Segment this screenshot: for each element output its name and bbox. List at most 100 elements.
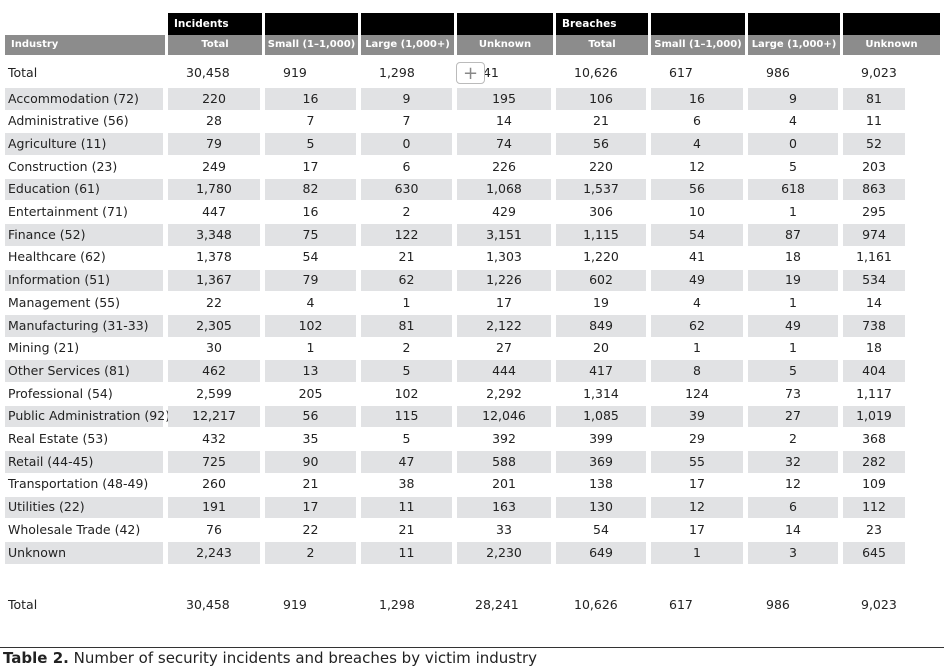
data-cell: 115 <box>361 405 452 428</box>
total-cell: 1,298 <box>379 596 415 612</box>
industry-label: Other Services (81) <box>5 360 163 383</box>
data-cell: 49 <box>651 269 743 292</box>
data-cell: 138 <box>589 476 613 492</box>
data-cell: 191 <box>168 496 260 519</box>
data-cell: 4 <box>693 294 701 310</box>
data-cell: 21 <box>302 476 319 492</box>
data-cell: 9 <box>361 88 452 110</box>
data-cell: 1,780 <box>168 178 260 201</box>
industry-label: Accommodation (72) <box>5 88 163 110</box>
data-cell: 220 <box>168 88 260 110</box>
column-header: Unknown <box>843 35 940 55</box>
data-cell: 18 <box>866 340 882 356</box>
data-cell: 102 <box>394 385 419 401</box>
data-cell: 602 <box>556 269 646 292</box>
column-header: Large (1,000+) <box>361 35 454 55</box>
total-cell: 919 <box>283 596 307 612</box>
data-cell: 6 <box>693 113 701 129</box>
data-cell: 447 <box>202 204 226 220</box>
data-cell: 1,220 <box>583 249 619 265</box>
caption: Table 2. Number of security incidents an… <box>3 649 537 667</box>
data-cell: 52 <box>843 133 905 156</box>
data-cell: 21 <box>398 521 415 537</box>
data-cell: 863 <box>843 178 905 201</box>
caption-rule <box>0 647 944 648</box>
data-cell: 14 <box>866 294 882 310</box>
data-cell: 444 <box>457 360 551 383</box>
total-cell: 617 <box>669 64 693 80</box>
data-cell: 22 <box>206 294 222 310</box>
industry-label: Mining (21) <box>8 340 80 356</box>
data-cell: 462 <box>168 360 260 383</box>
data-cell: 201 <box>492 476 516 492</box>
data-cell: 0 <box>748 133 838 156</box>
data-cell: 16 <box>651 88 743 110</box>
data-cell: 12 <box>785 476 801 492</box>
industry-label: Administrative (56) <box>8 113 129 129</box>
data-cell: 0 <box>361 133 452 156</box>
data-cell: 5 <box>789 158 797 174</box>
data-cell: 8 <box>651 360 743 383</box>
data-cell: 1,378 <box>196 249 232 265</box>
data-cell: 106 <box>556 88 646 110</box>
expand-button[interactable]: + <box>456 62 485 84</box>
data-cell: 73 <box>785 385 801 401</box>
column-header: Industry <box>5 35 165 55</box>
data-cell: 2 <box>265 542 356 564</box>
data-cell: 54 <box>302 249 319 265</box>
industry-label: Transportation (48-49) <box>8 476 149 492</box>
total-cell: Total <box>8 64 38 80</box>
data-cell: 849 <box>556 315 646 337</box>
data-cell: 1,019 <box>843 405 905 428</box>
data-cell: 30 <box>206 340 222 356</box>
data-cell: 1,537 <box>556 178 646 201</box>
data-cell: 16 <box>265 88 356 110</box>
column-header: Unknown <box>457 35 553 55</box>
data-cell: 41 <box>689 249 705 265</box>
data-cell: 76 <box>206 521 222 537</box>
data-cell: 130 <box>556 496 646 519</box>
industry-label: Information (51) <box>5 269 163 292</box>
data-cell: 49 <box>748 315 838 337</box>
data-cell: 21 <box>593 113 609 129</box>
data-cell: 17 <box>302 158 319 174</box>
industry-label: Real Estate (53) <box>8 431 109 447</box>
data-cell: 55 <box>651 451 743 473</box>
total-cell: 9,023 <box>861 64 897 80</box>
caption-text: Number of security incidents and breache… <box>73 649 538 667</box>
data-cell: 9 <box>748 88 838 110</box>
data-cell: 17 <box>265 496 356 519</box>
data-cell: 1,161 <box>856 249 892 265</box>
header-top <box>361 13 454 35</box>
data-cell: 725 <box>168 451 260 473</box>
data-cell: 27 <box>748 405 838 428</box>
data-cell: 738 <box>843 315 905 337</box>
data-cell: 11 <box>866 113 882 129</box>
data-cell: 29 <box>689 431 705 447</box>
data-cell: 1,117 <box>856 385 892 401</box>
data-cell: 38 <box>398 476 415 492</box>
data-cell: 2,599 <box>196 385 232 401</box>
header-top <box>457 13 553 35</box>
data-cell: 54 <box>651 224 743 246</box>
data-cell: 399 <box>589 431 613 447</box>
data-cell: 4 <box>651 133 743 156</box>
data-cell: 79 <box>168 133 260 156</box>
data-cell: 56 <box>651 178 743 201</box>
data-cell: 1 <box>789 204 797 220</box>
data-cell: 1 <box>306 340 315 356</box>
total-cell: 986 <box>766 64 790 80</box>
data-cell: 220 <box>589 158 613 174</box>
data-cell: 33 <box>496 521 512 537</box>
data-cell: 6 <box>402 158 411 174</box>
data-cell: 1,085 <box>556 405 646 428</box>
total-cell: 9,023 <box>861 596 897 612</box>
data-cell: 56 <box>265 405 356 428</box>
data-cell: 368 <box>862 431 886 447</box>
data-cell: 122 <box>361 224 452 246</box>
data-cell: 18 <box>785 249 801 265</box>
industry-label: Finance (52) <box>5 224 163 246</box>
data-cell: 14 <box>785 521 801 537</box>
data-cell: 6 <box>748 496 838 519</box>
column-header: Large (1,000+) <box>748 35 840 55</box>
